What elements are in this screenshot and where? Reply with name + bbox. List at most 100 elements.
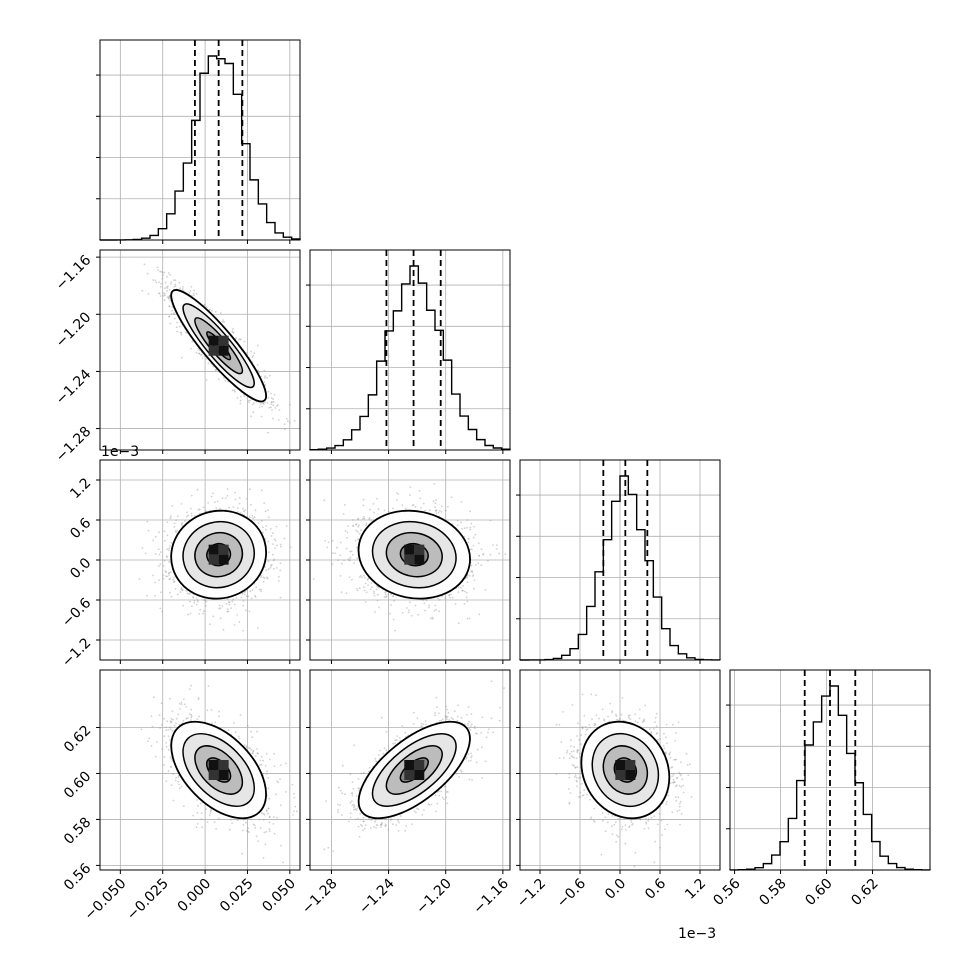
scatter-point xyxy=(158,531,160,533)
scatter-point xyxy=(236,597,238,599)
scatter-point xyxy=(162,295,164,297)
scatter-point xyxy=(359,533,361,535)
scatter-point xyxy=(344,504,346,506)
scatter-point xyxy=(166,548,168,550)
scatter-point xyxy=(218,608,220,610)
scatter-point xyxy=(158,549,160,551)
scatter-point xyxy=(190,348,192,350)
scatter-point xyxy=(458,587,460,589)
scatter-point xyxy=(270,393,272,395)
scatter-point xyxy=(370,582,372,584)
scatter-point xyxy=(228,507,230,509)
scatter-point xyxy=(373,591,375,593)
scatter-point xyxy=(264,375,266,377)
scatter-point xyxy=(420,507,422,509)
scatter-point xyxy=(161,611,163,613)
scatter-point xyxy=(438,610,440,612)
scatter-point xyxy=(434,610,436,612)
scatter-point xyxy=(173,313,175,315)
scatter-point xyxy=(274,547,276,549)
scatter-point xyxy=(271,564,273,566)
scatter-point xyxy=(408,609,410,611)
scatter-point xyxy=(496,548,498,550)
scatter-point xyxy=(267,541,269,543)
scatter-point xyxy=(159,271,161,273)
scatter-point xyxy=(227,488,229,490)
scatter-point xyxy=(271,401,273,403)
scatter-point xyxy=(434,483,436,485)
scatter-point xyxy=(175,285,177,287)
scatter-point xyxy=(189,292,191,294)
scatter-point xyxy=(467,519,469,521)
scatter-point xyxy=(219,508,221,510)
scatter-point xyxy=(175,279,177,281)
scatter-panel-2-0 xyxy=(96,460,300,664)
scatter-point xyxy=(152,279,154,281)
scatter-point xyxy=(270,403,272,405)
scatter-point xyxy=(250,351,252,353)
scatter-point xyxy=(373,503,375,505)
scatter-point xyxy=(168,550,170,552)
scatter-point xyxy=(175,532,177,534)
scatter-point xyxy=(475,534,477,536)
scatter-point xyxy=(232,390,234,392)
scatter-point xyxy=(473,526,475,528)
scatter-point xyxy=(469,527,471,529)
scatter-point xyxy=(287,420,289,422)
scatter-point xyxy=(244,341,246,343)
scatter-point xyxy=(197,599,199,601)
scatter-point xyxy=(279,570,281,572)
scatter-point xyxy=(190,508,192,510)
scatter-point xyxy=(277,404,279,406)
scatter-point xyxy=(227,610,229,612)
scatter-point xyxy=(169,578,171,580)
scatter-point xyxy=(265,529,267,531)
scatter-point xyxy=(229,604,231,606)
scatter-point xyxy=(364,518,366,520)
scatter-point xyxy=(355,540,357,542)
scatter-point xyxy=(439,599,441,601)
scatter-point xyxy=(467,581,469,583)
scatter-point xyxy=(357,590,359,592)
scatter-point xyxy=(191,286,193,288)
scatter-point xyxy=(233,332,235,334)
scatter-point xyxy=(249,590,251,592)
density-core xyxy=(209,545,219,555)
scatter-point xyxy=(222,319,224,321)
scatter-point xyxy=(164,560,166,562)
scatter-point xyxy=(331,563,333,565)
scatter-point xyxy=(408,612,410,614)
scatter-point xyxy=(504,553,506,555)
scatter-point xyxy=(187,592,189,594)
scatter-point xyxy=(145,553,147,555)
scatter-point xyxy=(162,278,164,280)
scatter-point xyxy=(462,585,464,587)
scatter-point xyxy=(270,406,272,408)
scatter-point xyxy=(280,544,282,546)
scatter-point xyxy=(258,522,260,524)
scatter-point xyxy=(181,503,183,505)
scatter-point xyxy=(238,339,240,341)
scatter-point xyxy=(341,591,343,593)
scatter-point xyxy=(158,292,160,294)
scatter-point xyxy=(191,515,193,517)
scatter-point xyxy=(261,406,263,408)
scatter-point xyxy=(166,276,168,278)
scatter-point xyxy=(280,562,282,564)
scatter-point xyxy=(473,537,475,539)
scatter-point xyxy=(181,589,183,591)
scatter-point xyxy=(235,337,237,339)
scatter-point xyxy=(264,377,266,379)
scatter-point xyxy=(436,512,438,514)
scatter-point xyxy=(278,580,280,582)
scatter-point xyxy=(196,604,198,606)
scatter-point xyxy=(199,353,201,355)
scatter-point xyxy=(261,520,263,522)
density-core xyxy=(219,346,229,356)
scatter-point xyxy=(253,352,255,354)
scatter-point xyxy=(232,601,234,603)
scatter-point xyxy=(179,287,181,289)
scatter-point xyxy=(377,594,379,596)
scatter-point xyxy=(252,517,254,519)
scatter-point xyxy=(255,586,257,588)
